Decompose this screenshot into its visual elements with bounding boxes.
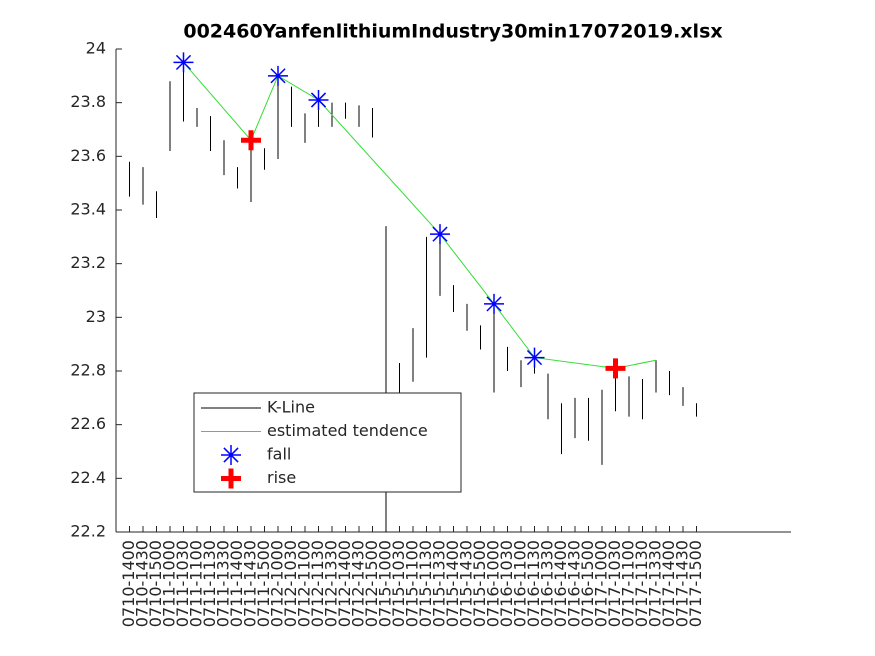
x-tick-label: 0711-1030 — [173, 540, 192, 627]
x-tick-label: 0715-1130 — [416, 540, 435, 627]
legend-box — [193, 392, 462, 493]
x-tick-label: 0711-1500 — [254, 540, 273, 627]
x-tick-label: 0710-1430 — [133, 540, 152, 627]
x-tick-label: 0711-1430 — [241, 540, 260, 627]
y-tick-label: 22.4 — [70, 468, 106, 487]
x-tick-label: 0711-1130 — [200, 540, 219, 627]
x-tick-label: 0715-1400 — [443, 540, 462, 627]
x-tick-label: 0711-1000 — [160, 540, 179, 627]
x-tick-label: 0716-1500 — [578, 540, 597, 627]
x-tick-label: 0715-1430 — [457, 540, 476, 627]
y-tick-label: 23 — [86, 307, 106, 326]
legend-swatch — [221, 445, 241, 465]
x-tick-label: 0717-1000 — [592, 540, 611, 627]
x-tick-label: 0715-1030 — [389, 540, 408, 627]
x-tick-label: 0711-1330 — [214, 540, 233, 627]
y-tick-label: 22.2 — [70, 522, 106, 541]
fall-marker — [484, 293, 504, 314]
x-tick-label: 0712-1430 — [349, 540, 368, 627]
x-tick-label: 0716-1100 — [511, 540, 530, 627]
x-tick-label: 0712-1500 — [362, 540, 381, 627]
fall-marker — [524, 347, 545, 368]
x-tick-label: 0715-1000 — [376, 540, 395, 627]
x-tick-label: 0710-1400 — [119, 540, 138, 627]
rise-marker — [605, 358, 626, 379]
y-tick-label: 24 — [86, 39, 106, 58]
tendence-line — [183, 62, 657, 369]
x-tick-label: 0712-1130 — [308, 540, 327, 627]
x-tick-label: 0717-1030 — [605, 540, 624, 627]
x-tick-label: 0717-1430 — [673, 540, 692, 627]
x-tick-label: 0717-1400 — [659, 540, 678, 627]
x-tick-label: 0716-1030 — [497, 540, 516, 627]
y-tick-label: 22.6 — [70, 414, 106, 433]
x-tick-label: 0717-1130 — [632, 540, 651, 627]
x-tick-label: 0716-1430 — [565, 540, 584, 627]
x-tick-label: 0712-1000 — [268, 540, 287, 627]
y-tick-label: 23.6 — [70, 146, 106, 165]
x-tick-label: 0711-1100 — [187, 540, 206, 627]
fall-marker — [173, 52, 194, 73]
x-tick-label: 0716-1400 — [551, 540, 570, 627]
y-tick-label: 23.8 — [70, 92, 106, 111]
x-tick-label: 0715-1330 — [430, 540, 449, 627]
chart-title: 002460YanfenlithiumIndustry30min17072019… — [183, 21, 722, 43]
y-tick-label: 23.4 — [70, 200, 106, 219]
x-tick-label: 0715-1500 — [470, 540, 489, 627]
x-tick-label: 0711-1400 — [227, 540, 246, 627]
fall-marker — [268, 65, 288, 86]
x-tick-label: 0712-1030 — [281, 540, 300, 627]
x-tick-label: 0712-1100 — [295, 540, 314, 627]
x-tick-label: 0710-1500 — [146, 540, 165, 627]
legend-swatch — [221, 468, 241, 489]
legend-label: estimated tendence — [267, 421, 428, 440]
fall-marker — [430, 224, 450, 245]
x-tick-label: 0712-1400 — [335, 540, 354, 627]
y-tick-label: 22.8 — [70, 361, 106, 380]
legend-label: fall — [267, 445, 291, 464]
y-tick-label: 23.2 — [70, 253, 106, 272]
legend-label: rise — [267, 468, 296, 487]
x-tick-label: 0716-1330 — [538, 540, 557, 627]
x-tick-label: 0716-1000 — [484, 540, 503, 627]
x-tick-label: 0716-1130 — [524, 540, 543, 627]
x-tick-label: 0717-1330 — [646, 540, 665, 627]
x-tick-label: 0712-1330 — [322, 540, 341, 627]
rise-marker — [241, 130, 261, 151]
fall-marker — [308, 89, 329, 110]
x-tick-label: 0717-1500 — [686, 540, 705, 627]
x-tick-label: 0717-1100 — [619, 540, 638, 627]
legend-label: K-Line — [267, 398, 315, 417]
x-tick-label: 0715-1100 — [403, 540, 422, 627]
